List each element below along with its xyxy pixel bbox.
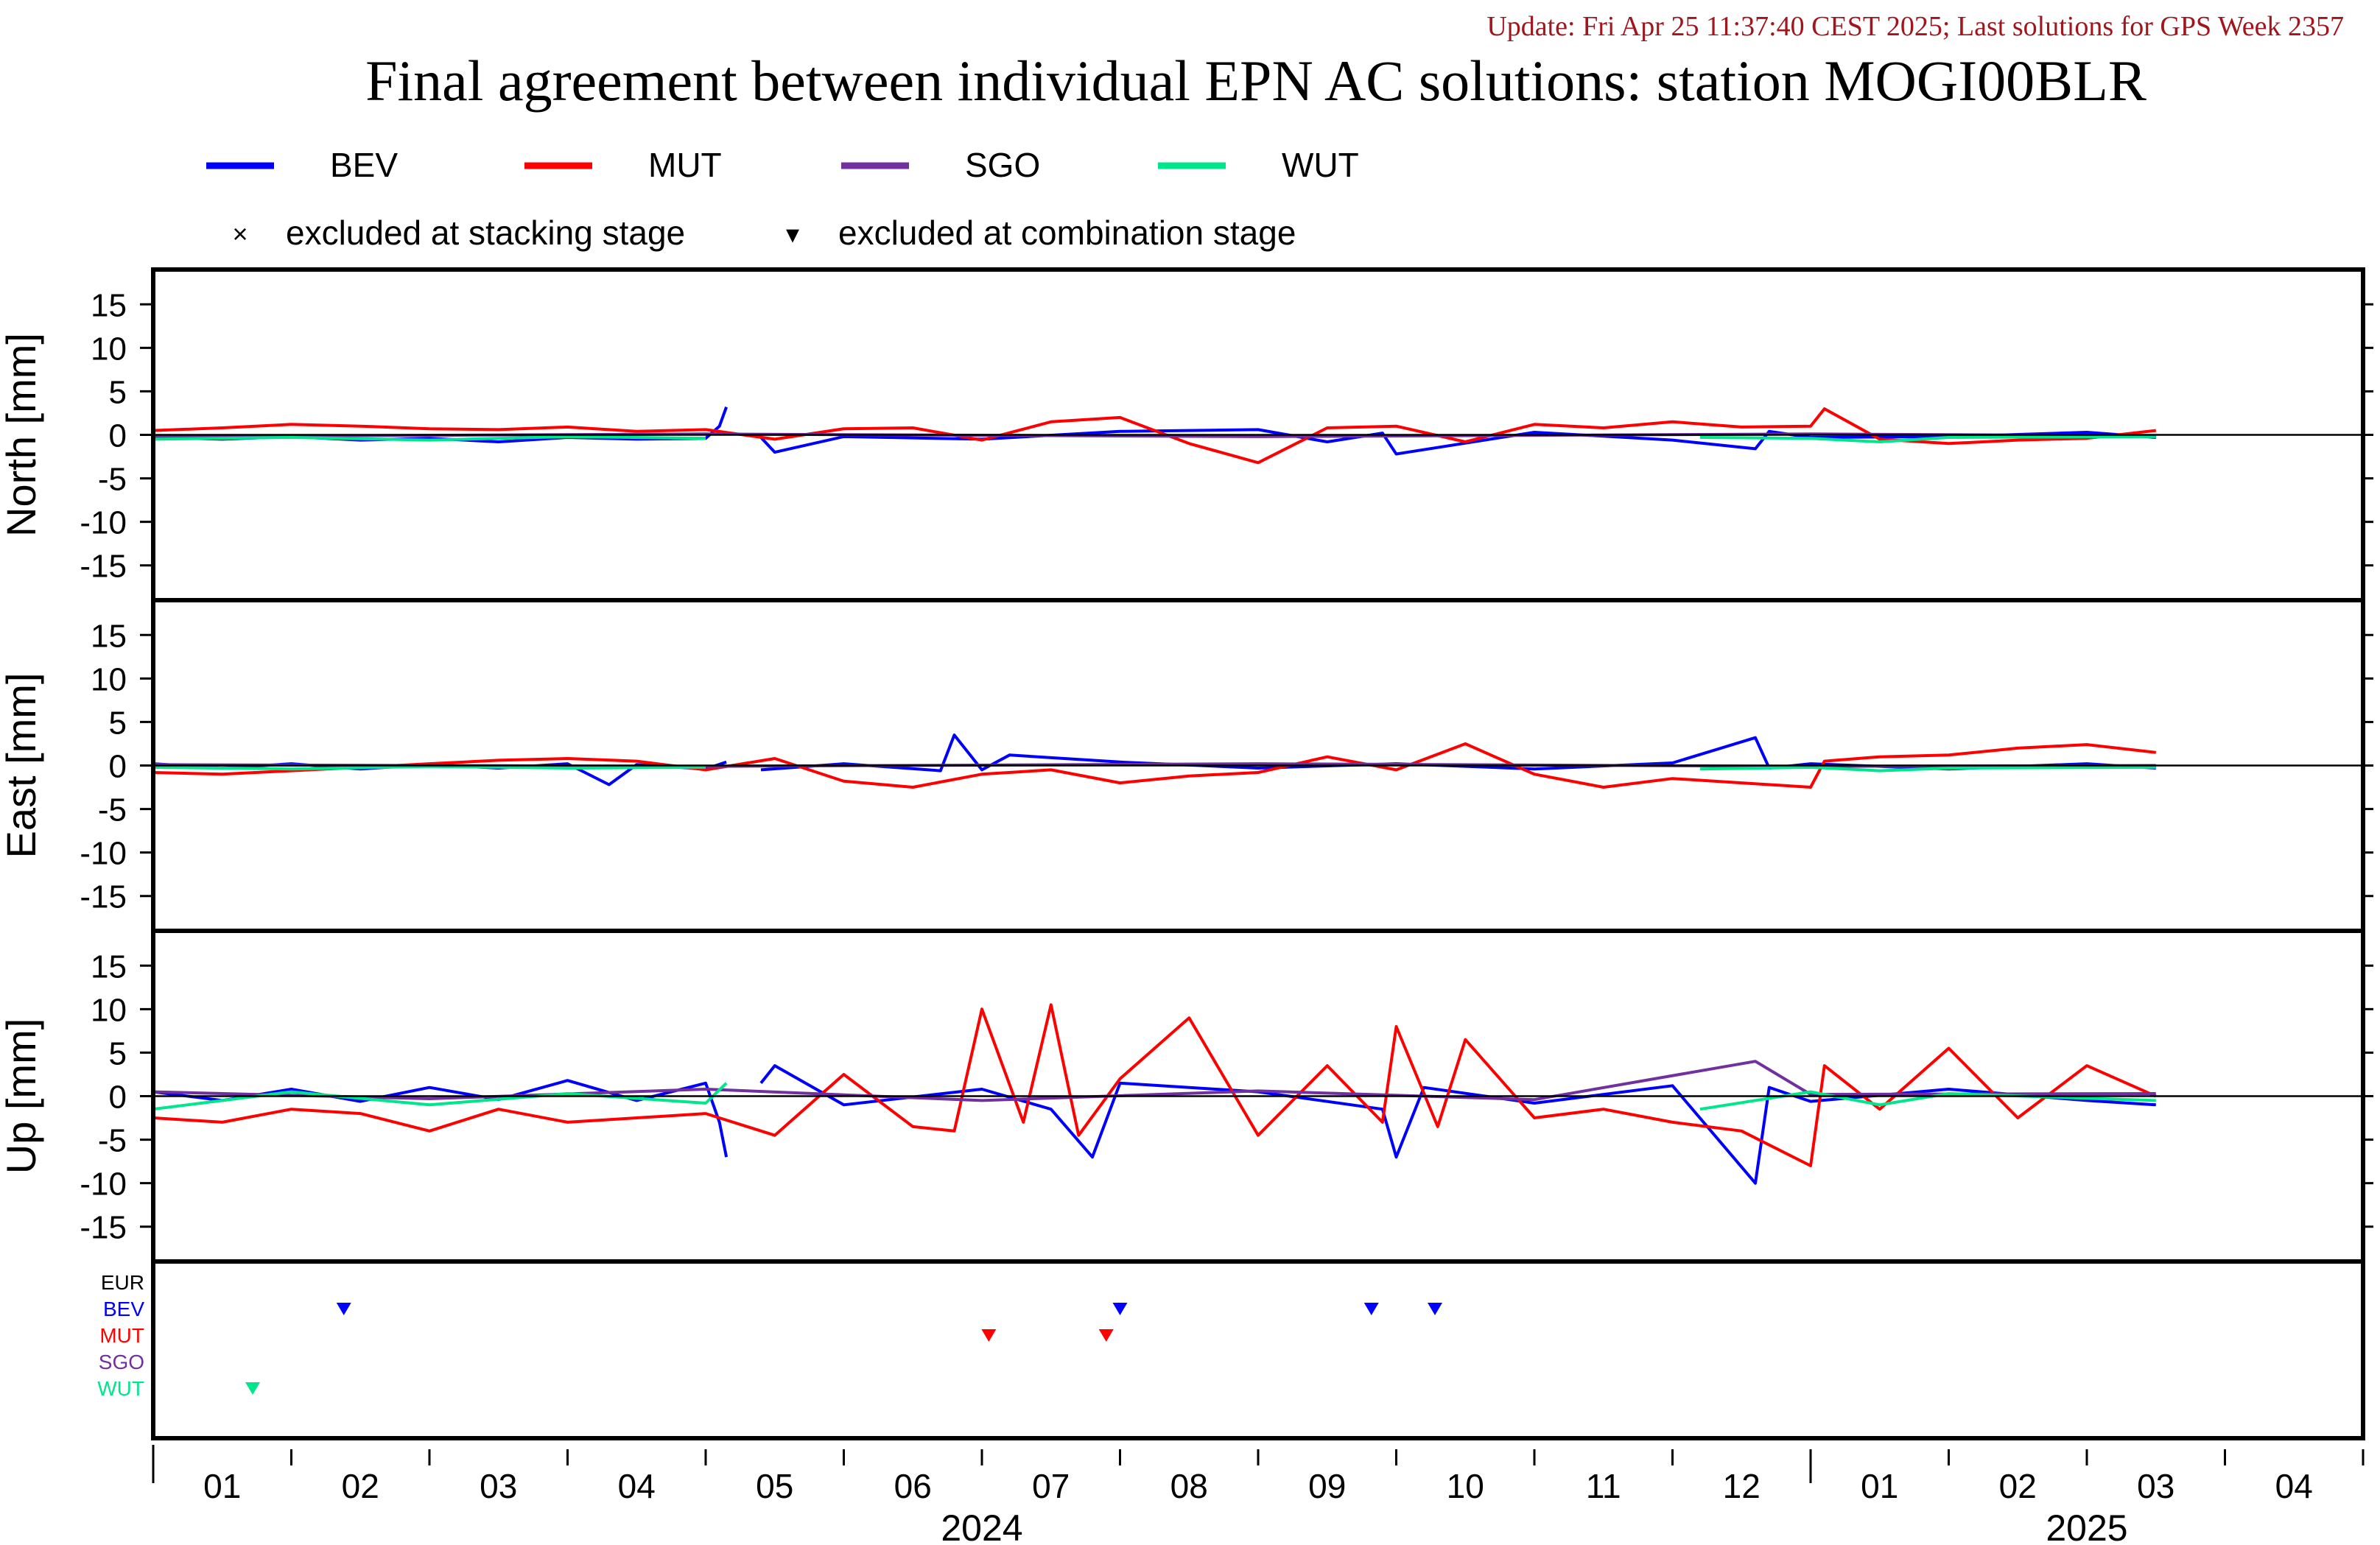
y-tick-label: -15 [80,549,127,585]
y-tick-label: 15 [91,287,127,323]
series-line-bev [759,428,2156,456]
x-tick-label: 07 [1032,1467,1070,1505]
exclusion-row-label-wut: WUT [97,1377,144,1400]
combination-exclusion-symbol: ▾ [786,219,799,249]
y-tick-label: 0 [109,418,127,454]
exclusion-panel: EUR BEV MUT SGO WUT [97,1259,2365,1440]
y-tick-label: 0 [109,749,127,785]
y-tick-label: -5 [98,462,127,498]
exclusion-frame [151,1259,2365,1440]
y-tick-label: 15 [91,949,127,985]
exclusion-row-label-mut: MUT [99,1324,144,1347]
y-axis-label: East [mm] [0,672,44,858]
update-text: Update: Fri Apr 25 11:37:40 CEST 2025; L… [1486,11,2344,42]
year-label: 2025 [2046,1507,2127,1545]
x-tick-label: 11 [1586,1467,1621,1505]
x-axis: 01 02 03 04 05 06 07 08 09 10 11 12 01 02 03 04 2024 2025 [152,1445,2365,1545]
y-tick-label: 5 [109,374,127,410]
y-tick-label: -5 [98,1123,127,1159]
legend-label-sgo: SGO [965,146,1040,184]
x-tick-label: 08 [1170,1467,1208,1505]
x-tick-label: 04 [618,1467,656,1505]
x-tick-label: 04 [2275,1467,2313,1505]
exclusion-row-label-eur: EUR [101,1271,144,1294]
y-tick-label: -10 [80,836,127,872]
x-tick-label: 02 [1999,1467,2037,1505]
combination-exclusion-marker [1428,1303,1442,1315]
y-tick-label: -10 [80,505,127,541]
panel-north: 15 10 5 0 -5 -10 -15 North [mm] [0,267,2373,602]
panel-east: 15 10 5 0 -5 -10 -15 East [mm] [0,598,2373,933]
x-tick-label: 05 [756,1467,793,1505]
y-tick-label: -15 [80,1210,127,1246]
combination-exclusion-marker [336,1303,351,1315]
combination-exclusion-marker [1363,1303,1379,1315]
combination-exclusion-marker [981,1329,997,1342]
legend-label-bev: BEV [330,146,398,184]
y-tick-label: 10 [91,331,127,367]
y-tick-label: 10 [91,992,127,1028]
y-tick-label: 15 [91,618,127,654]
x-tick-label: 10 [1447,1467,1484,1505]
y-tick-label: -15 [80,879,127,915]
series-line-mut [153,1003,2157,1167]
series-line-mut [153,742,2157,789]
y-tick-label: 10 [91,661,127,697]
combination-exclusion-marker [1098,1329,1114,1342]
legend-marker-label: excluded at combination stage [838,214,1296,252]
legend-label-wut: WUT [1282,146,1359,184]
legend-markers: × excluded at stacking stage ▾ excluded at … [232,214,1296,252]
legend-label-mut: MUT [648,146,722,184]
combination-exclusion-marker [1112,1303,1128,1315]
panel-up: 15 10 5 0 -5 -10 -15 Up [mm] [0,929,2373,1264]
x-tick-label: 09 [1308,1467,1346,1505]
series-line-wut [153,434,706,442]
x-tick-label: 03 [480,1467,517,1505]
series-line-wut [1699,765,2156,772]
series-line-sgo [153,1060,2156,1102]
y-tick-label: 5 [109,705,127,741]
y-tick-label: 0 [109,1080,127,1116]
x-tick-label: 12 [1723,1467,1761,1505]
exclusion-row-label-sgo: SGO [99,1351,144,1373]
x-tick-label: 02 [342,1467,379,1505]
x-tick-label: 06 [894,1467,932,1505]
x-tick-label: 03 [2137,1467,2174,1505]
x-tick-label: 01 [203,1467,241,1505]
series-line-wut [1699,434,2156,443]
y-axis-label: Up [mm] [0,1018,44,1175]
exclusion-row-label-bev: BEV [103,1298,144,1320]
combination-exclusion-marker [245,1382,260,1395]
y-tick-label: 5 [109,1035,127,1071]
series-line-bev [759,1064,2156,1185]
series-line-mut [153,407,2157,465]
stacking-exclusion-symbol: × [232,219,248,249]
y-axis-label: North [mm] [0,333,44,537]
x-tick-label: 01 [1861,1467,1898,1505]
legend-marker-label: excluded at stacking stage [286,214,685,252]
panels: 15 10 5 0 -5 -10 -15 North [mm] 15 10 5 0 -5 -10 -15 Ea… [0,267,2373,1264]
series-line-wut [153,1082,728,1111]
y-tick-label: -5 [98,792,127,828]
year-label: 2024 [941,1507,1022,1545]
legend: BEV MUT SGO WUT [206,146,1359,184]
y-tick-label: -10 [80,1166,127,1203]
chart-title: Final agreement between individual EPN A… [365,49,2146,113]
